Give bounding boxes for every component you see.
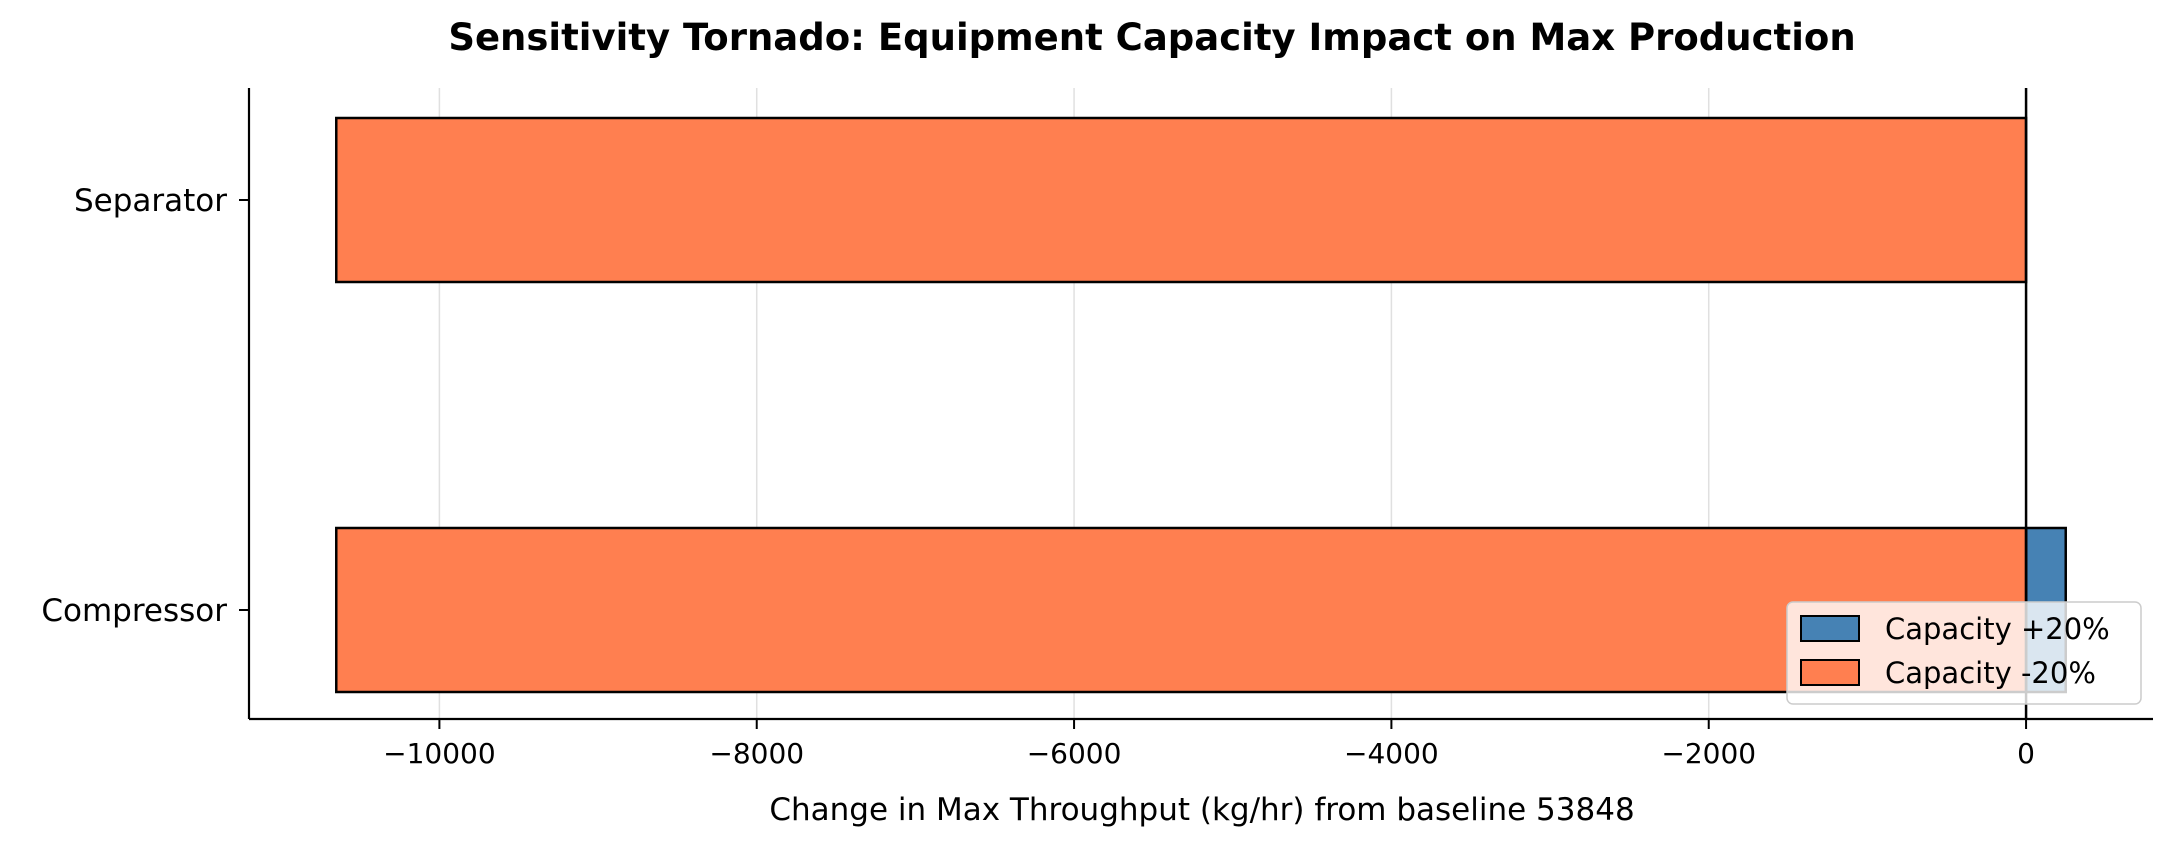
axes: −10000 −8000 −6000 −4000 −2000 0 Separator Comp…	[41, 88, 2153, 770]
y-tick-label: Separator	[74, 183, 227, 219]
x-tick-label: −2000	[1661, 737, 1756, 770]
legend-label: Capacity +20%	[1885, 612, 2110, 646]
chart-title: Sensitivity Tornado: Equipment Capacity …	[448, 16, 1855, 59]
legend-box	[1786, 601, 2142, 705]
bar-compressor-minus	[335, 526, 2028, 694]
x-tick-label: −4000	[1344, 737, 1439, 770]
y-tick-label: Compressor	[41, 593, 227, 629]
x-tick-label: −10000	[383, 737, 496, 770]
legend-swatch	[1800, 659, 1860, 686]
x-tick-label: −8000	[709, 737, 804, 770]
bar-separator-minus	[335, 116, 2028, 284]
x-tick-label: −6000	[1027, 737, 1122, 770]
legend-label: Capacity -20%	[1885, 656, 2096, 690]
bars	[335, 116, 2067, 694]
legend[interactable]: Capacity +20% Capacity -20%	[1786, 601, 2142, 705]
x-tick-label: 0	[2017, 737, 2035, 770]
x-axis-label: Change in Max Throughput (kg/hr) from ba…	[769, 792, 1634, 828]
legend-swatch	[1800, 615, 1860, 642]
